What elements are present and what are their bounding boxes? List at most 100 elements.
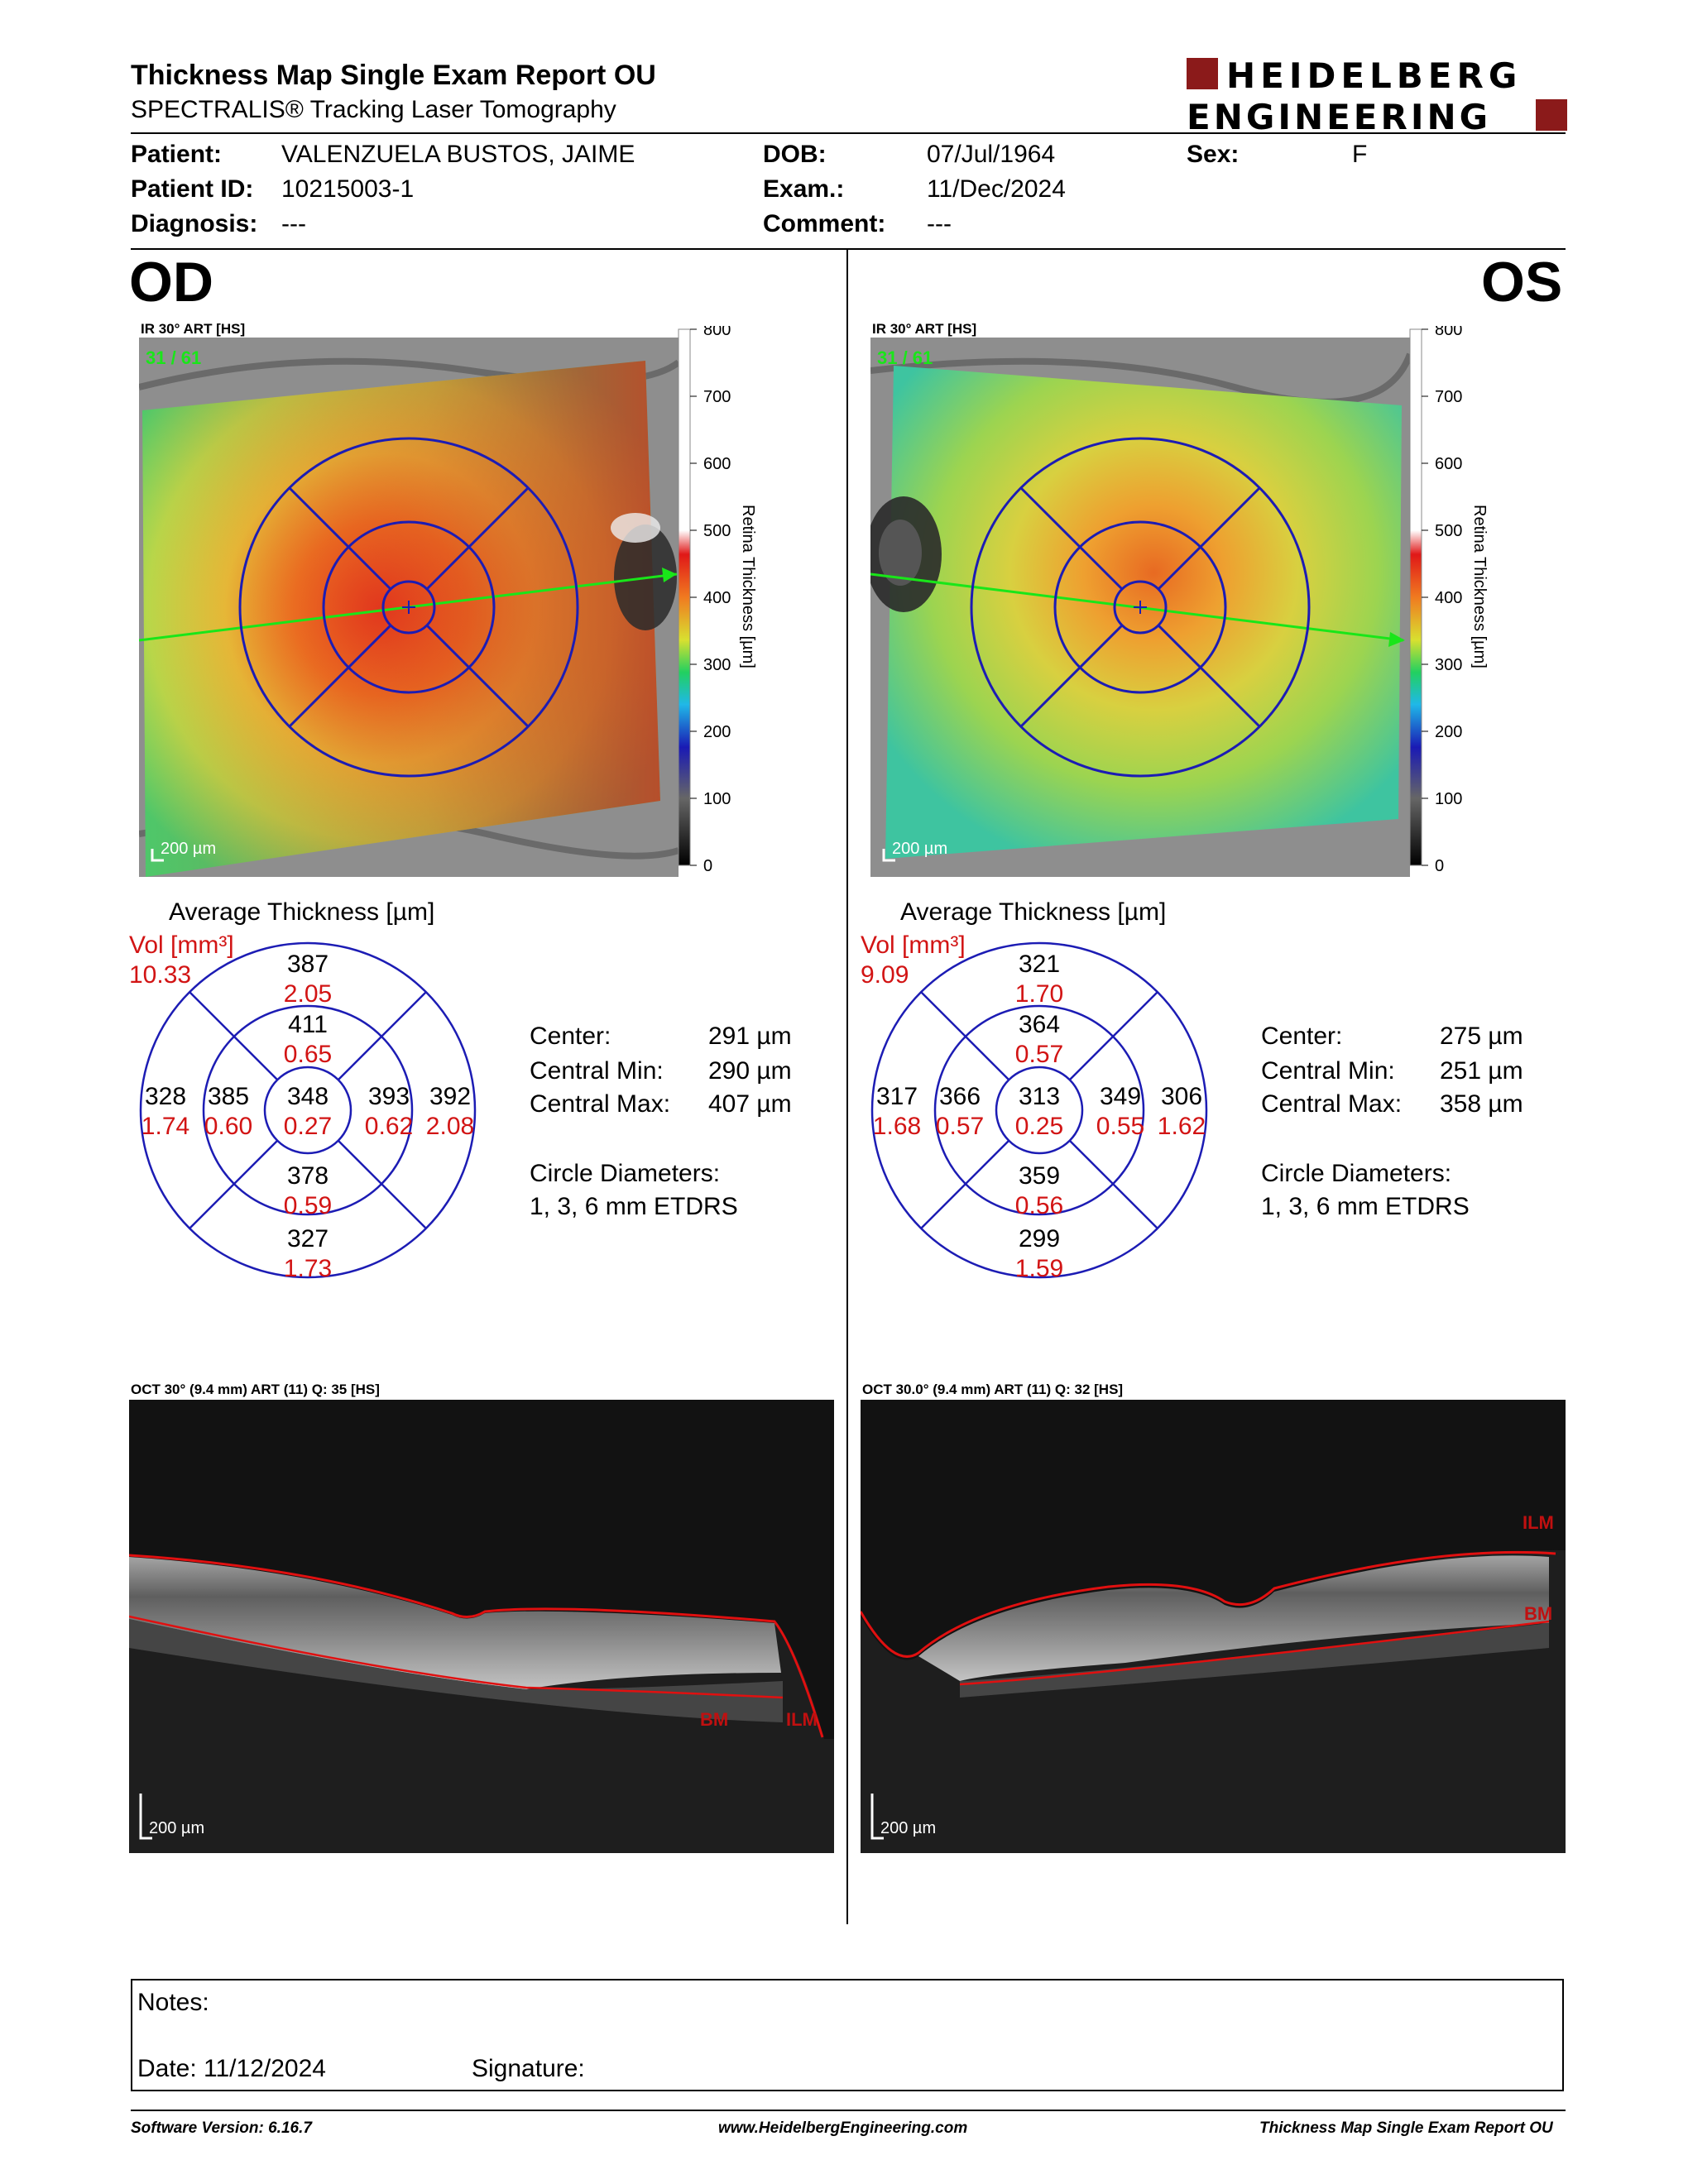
signature-label: Signature:	[472, 2055, 585, 2082]
os-outer-sup-volume: 1.70	[1015, 980, 1063, 1008]
os-tick-200: 200	[1435, 723, 1462, 741]
od-etdrs-grid: 387 2.05 411 0.65 328 1.74 385 0.60 348 …	[139, 941, 477, 1282]
os-inner-sup-thickness: 364	[1019, 1011, 1060, 1038]
website: www.HeidelbergEngineering.com	[718, 2119, 968, 2137]
dob-label: DOB:	[763, 141, 827, 168]
od-inner-temp-volume: 0.60	[204, 1113, 252, 1140]
os-thickness-map: 31 / 61 200 µm	[870, 338, 1410, 877]
os-outer-temp-thickness: 317	[876, 1083, 918, 1110]
od-tick-100: 100	[703, 790, 731, 808]
os-vol-label: Vol [mm³]	[861, 932, 966, 959]
od-max-label: Central Max:	[530, 1090, 671, 1118]
os-colorbar: 800 700 600 500 400 300 200 100 0 Retina…	[1409, 326, 1489, 875]
od-tick-700: 700	[703, 388, 731, 406]
os-max-label: Central Max:	[1261, 1090, 1403, 1118]
od-oct-caption: OCT 30° (9.4 mm) ART (11) Q: 35 [HS]	[131, 1382, 380, 1397]
od-tick-0: 0	[703, 857, 712, 875]
exam-label: Exam.:	[763, 175, 845, 203]
exam-value: 11/Dec/2024	[927, 175, 1066, 203]
os-outer-nas-volume: 1.62	[1158, 1113, 1206, 1140]
od-avg-title: Average Thickness [µm]	[169, 898, 435, 926]
od-outer-inf-thickness: 327	[287, 1225, 328, 1252]
od-min-value: 290 µm	[708, 1057, 792, 1085]
os-inner-inf-thickness: 359	[1019, 1162, 1060, 1190]
diagnosis-value: ---	[281, 210, 306, 237]
os-etdrs-grid: 321 1.70 364 0.57 317 1.68 366 0.57 313 …	[870, 941, 1208, 1282]
os-tick-100: 100	[1435, 790, 1462, 808]
os-colorbar-title: Retina Thickness [µm]	[1470, 505, 1489, 668]
os-oct-bscan: ILM BM 200 µm	[861, 1400, 1566, 1853]
od-center-label: Center:	[530, 1023, 611, 1050]
od-fundus-caption: IR 30° ART [HS]	[141, 321, 246, 337]
os-inner-temp-volume: 0.57	[936, 1113, 984, 1140]
os-max-value: 358 µm	[1440, 1090, 1523, 1118]
os-circle-value: 1, 3, 6 mm ETDRS	[1261, 1193, 1470, 1220]
od-outer-nas-volume: 2.08	[426, 1113, 474, 1140]
od-tick-600: 600	[703, 455, 731, 473]
os-tick-600: 600	[1435, 455, 1462, 473]
od-circle-value: 1, 3, 6 mm ETDRS	[530, 1193, 738, 1220]
od-thickness-map: 31 / 61 200 µm	[139, 338, 679, 877]
os-avg-title: Average Thickness [µm]	[900, 898, 1167, 926]
comment-value: ---	[927, 210, 952, 237]
od-center-value: 291 µm	[708, 1023, 792, 1050]
od-circle-label: Circle Diameters:	[530, 1160, 721, 1187]
od-ilm-label: ILM	[786, 1709, 818, 1730]
os-tick-0: 0	[1435, 857, 1444, 875]
od-vol-label: Vol [mm³]	[129, 932, 234, 959]
od-center-thickness: 348	[287, 1083, 328, 1110]
os-tick-700: 700	[1435, 388, 1462, 406]
os-inner-sup-volume: 0.57	[1015, 1041, 1063, 1068]
heidelberg-logo: HEIDELBERG ENGINEERING	[1187, 56, 1567, 136]
os-ilm-label: ILM	[1523, 1512, 1554, 1533]
software-version: Software Version: 6.16.7	[131, 2119, 312, 2137]
od-center-volume: 0.27	[284, 1113, 332, 1140]
eye-divider	[846, 250, 848, 1924]
patient-name: VALENZUELA BUSTOS, JAIME	[281, 141, 635, 168]
os-tick-300: 300	[1435, 656, 1462, 674]
comment-label: Comment:	[763, 210, 886, 237]
od-inner-sup-thickness: 411	[288, 1011, 328, 1038]
footer-report-name: Thickness Map Single Exam Report OU	[1259, 2119, 1553, 2137]
patient-label: Patient:	[131, 141, 223, 168]
date-label: Date: 11/12/2024	[137, 2055, 326, 2082]
od-vol-total: 10.33	[129, 961, 192, 989]
os-center-label: Center:	[1261, 1023, 1343, 1050]
patient-id: 10215003-1	[281, 175, 415, 203]
os-inner-temp-thickness: 366	[939, 1083, 981, 1110]
od-inner-temp-thickness: 385	[208, 1083, 249, 1110]
od-tick-500: 500	[703, 522, 731, 540]
os-min-value: 251 µm	[1440, 1057, 1523, 1085]
os-bm-label: BM	[1524, 1603, 1552, 1624]
od-outer-temp-volume: 1.74	[141, 1113, 189, 1140]
os-inner-inf-volume: 0.56	[1015, 1192, 1063, 1219]
os-circle-label: Circle Diameters:	[1261, 1160, 1452, 1187]
od-colorbar-title: Retina Thickness [µm]	[739, 505, 757, 668]
footer-rule	[131, 2110, 1566, 2111]
os-outer-nas-thickness: 306	[1161, 1083, 1202, 1110]
patient-id-label: Patient ID:	[131, 175, 254, 203]
od-inner-nas-thickness: 393	[368, 1083, 410, 1110]
os-center-thickness: 313	[1019, 1083, 1060, 1110]
os-outer-temp-volume: 1.68	[873, 1113, 921, 1140]
od-max-value: 407 µm	[708, 1090, 792, 1118]
os-min-label: Central Min:	[1261, 1057, 1395, 1085]
od-bm-label: BM	[700, 1709, 728, 1730]
logo-text-top: HEIDELBERG	[1226, 56, 1522, 96]
header-rule	[131, 132, 1566, 134]
od-inner-nas-volume: 0.62	[365, 1113, 413, 1140]
od-inner-sup-volume: 0.65	[284, 1041, 332, 1068]
notes-box: Notes: Date: 11/12/2024 Signature:	[131, 1979, 1564, 2091]
od-eye-label: OD	[129, 251, 213, 314]
os-scale-label: 200 µm	[892, 840, 947, 858]
od-scale-label: 200 µm	[161, 840, 216, 858]
sex-label: Sex:	[1187, 141, 1240, 168]
od-tick-200: 200	[703, 723, 731, 741]
os-outer-sup-thickness: 321	[1019, 951, 1060, 978]
od-outer-sup-volume: 2.05	[284, 980, 332, 1008]
os-frame-counter: 31 / 61	[877, 347, 933, 368]
sex-value: F	[1352, 141, 1368, 168]
os-tick-400: 400	[1435, 589, 1462, 607]
os-inner-nas-thickness: 349	[1100, 1083, 1141, 1110]
os-fundus-caption: IR 30° ART [HS]	[872, 321, 977, 337]
